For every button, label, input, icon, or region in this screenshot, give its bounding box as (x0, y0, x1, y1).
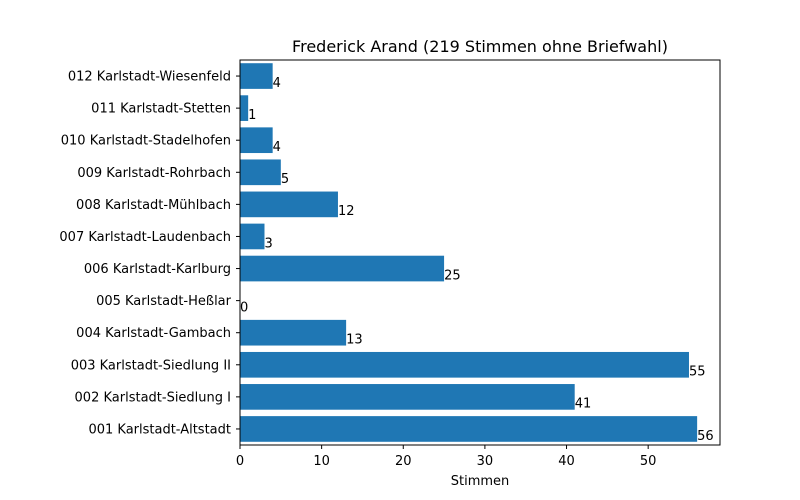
data-label: 25 (444, 268, 461, 283)
x-tick-label: 50 (640, 454, 657, 469)
x-axis-label: Stimmen (451, 474, 510, 489)
x-tick-label: 30 (477, 454, 494, 469)
data-label: 3 (264, 236, 272, 251)
x-axis: 0 10 20 30 40 50 (236, 445, 657, 469)
bar (240, 191, 338, 218)
y-tick-label: 010 Karlstadt-Stadelhofen (61, 134, 231, 149)
data-label: 12 (338, 204, 355, 219)
y-tick-label: 006 Karlstadt-Karlburg (84, 262, 231, 277)
y-tick-label: 002 Karlstadt-Siedlung I (75, 390, 231, 405)
plot-frame (239, 59, 721, 446)
data-label: 4 (273, 140, 281, 155)
y-tick-label: 012 Karlstadt-Wiesenfeld (68, 70, 231, 85)
y-tick-label: 007 Karlstadt-Laudenbach (59, 230, 231, 245)
y-tick-label: 009 Karlstadt-Rohrbach (77, 166, 231, 181)
y-tick-label: 004 Karlstadt-Gambach (76, 326, 231, 341)
y-tick-label: 003 Karlstadt-Siedlung II (71, 358, 231, 373)
bar (240, 319, 347, 346)
data-label: 41 (575, 397, 592, 412)
y-tick-label: 001 Karlstadt-Altstadt (88, 422, 231, 437)
x-tick-label: 10 (313, 454, 330, 469)
x-tick-label: 40 (558, 454, 575, 469)
data-label: 55 (689, 365, 706, 380)
data-label: 0 (240, 300, 248, 315)
x-tick-label: 0 (236, 454, 244, 469)
bar (240, 159, 281, 186)
bar (240, 63, 273, 89)
x-tick-label: 20 (395, 454, 412, 469)
bar (240, 416, 698, 442)
data-label: 1 (248, 108, 256, 123)
y-tick-label: 011 Karlstadt-Stetten (91, 102, 231, 117)
data-label: 56 (697, 429, 714, 444)
y-tick-label: 005 Karlstadt-Heßlar (96, 294, 232, 309)
y-axis: 001 Karlstadt-Altstadt 002 Karlstadt-Sied… (59, 70, 240, 437)
data-label: 5 (281, 172, 289, 187)
data-label: 13 (346, 333, 363, 348)
bar (240, 351, 689, 378)
bar (240, 255, 445, 282)
y-tick-label: 008 Karlstadt-Mühlbach (76, 198, 231, 213)
bar (240, 384, 575, 410)
data-label: 4 (273, 76, 281, 91)
bars-layer (240, 63, 698, 442)
bar (240, 127, 273, 154)
bar (240, 223, 265, 250)
bar (240, 95, 249, 121)
chart-title: Frederick Arand (219 Stimmen ohne Briefw… (292, 37, 668, 56)
